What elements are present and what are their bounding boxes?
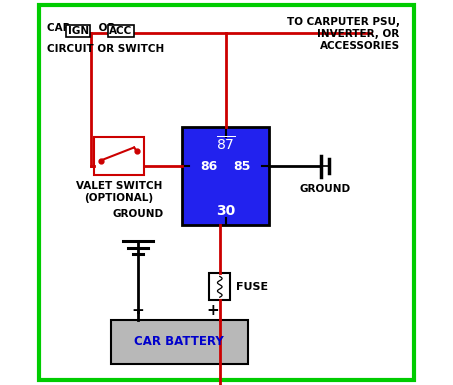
Bar: [94, 137, 144, 175]
Text: CAR: CAR: [48, 23, 75, 33]
Text: 86: 86: [201, 160, 218, 173]
Text: CAR BATTERY: CAR BATTERY: [135, 335, 224, 348]
Text: FUSE: FUSE: [236, 282, 268, 292]
Text: +: +: [207, 303, 219, 318]
Text: GROUND: GROUND: [299, 184, 350, 194]
Text: CIRCUIT OR SWITCH: CIRCUIT OR SWITCH: [48, 44, 165, 54]
Text: GROUND: GROUND: [112, 209, 164, 219]
Text: TO CARPUTER PSU,
INVERTER, OR
ACCESSORIES: TO CARPUTER PSU, INVERTER, OR ACCESSORIE…: [287, 17, 400, 50]
Text: $\overline{87}$: $\overline{87}$: [216, 135, 236, 154]
Text: VALET SWITCH
(OPTIONAL): VALET SWITCH (OPTIONAL): [76, 181, 162, 203]
Text: ACC: ACC: [109, 26, 132, 36]
Bar: [209, 273, 230, 300]
Bar: [111, 320, 248, 364]
Text: IGN: IGN: [67, 26, 89, 36]
Text: 85: 85: [233, 160, 251, 173]
Text: −: −: [131, 303, 145, 318]
Bar: [182, 127, 269, 225]
Text: OR: OR: [95, 23, 119, 33]
Text: 30: 30: [216, 204, 235, 218]
